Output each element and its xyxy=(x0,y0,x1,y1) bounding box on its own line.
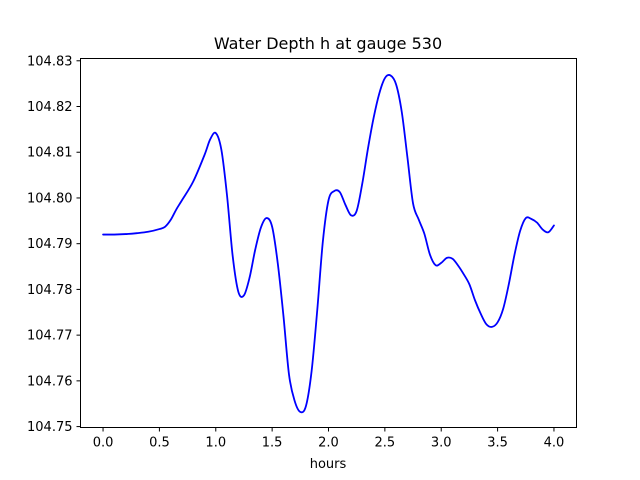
y-tick-label: 104.81 xyxy=(27,146,73,161)
x-tick-label: 1.5 xyxy=(262,436,283,451)
x-axis-label: hours xyxy=(310,457,347,472)
y-tick-label: 104.79 xyxy=(27,237,73,252)
x-tick-label: 4.0 xyxy=(544,436,565,451)
x-tick-label: 2.5 xyxy=(375,436,396,451)
series-line xyxy=(102,74,555,414)
y-tick-label: 104.83 xyxy=(27,54,73,69)
x-tick-label: 0.0 xyxy=(93,436,114,451)
x-tick-label: 3.5 xyxy=(487,436,508,451)
plot-frame xyxy=(80,58,577,428)
x-tick-label: 1.0 xyxy=(205,436,226,451)
x-tick-label: 0.5 xyxy=(149,436,170,451)
y-tick-label: 104.77 xyxy=(27,329,73,344)
y-tick-label: 104.82 xyxy=(27,100,73,115)
y-tick-label: 104.78 xyxy=(27,283,73,298)
x-tick-label: 3.0 xyxy=(431,436,452,451)
y-tick-label: 104.76 xyxy=(27,374,73,389)
y-tick-label: 104.80 xyxy=(27,191,73,206)
chart-title: Water Depth h at gauge 530 xyxy=(214,34,442,53)
x-axis: 0.0 0.5 1.0 1.5 2.0 2.5 3.0 3.5 4.0 xyxy=(93,427,565,451)
y-tick-label: 104.75 xyxy=(27,420,73,435)
y-axis: 104.75 104.76 104.77 104.78 104.79 104.80 104.… xyxy=(27,54,81,435)
x-tick-label: 2.0 xyxy=(318,436,339,451)
